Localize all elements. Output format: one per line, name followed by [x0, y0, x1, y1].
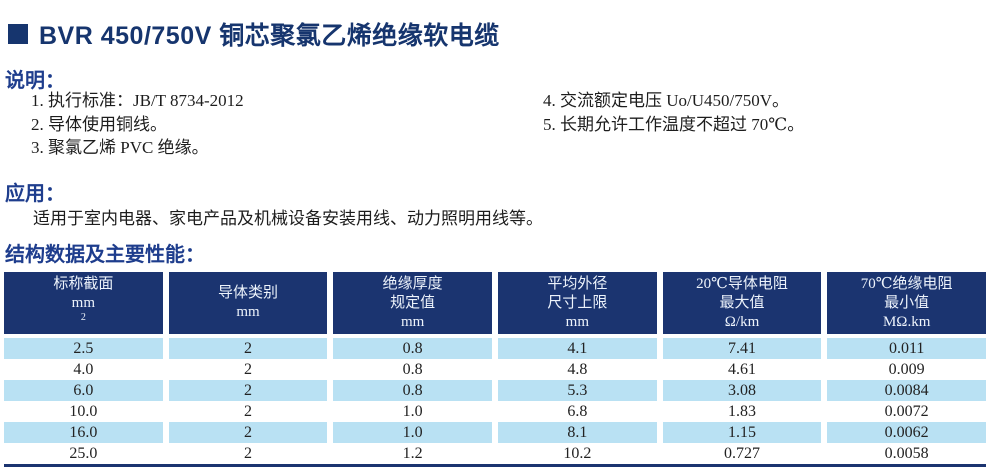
table-section-heading: 结构数据及主要性能： [5, 244, 205, 266]
note-item: 1. 执行标准：JB/T 8734-2012 [31, 91, 244, 110]
column-header-line: 尺寸上限 [547, 294, 608, 311]
table-cell: 0.8 [333, 359, 492, 380]
table-body: 2.5 2 0.8 4.1 7.41 0.011 4.0 2 0.8 4.8 4… [4, 338, 986, 464]
table-cell: 0.0062 [827, 422, 986, 443]
column-header-insulation-resistance-70c: 70℃绝缘电阻 最小值 MΩ.km [827, 272, 986, 334]
table-cell: 1.83 [662, 401, 822, 422]
column-header-line: 最小值 [884, 294, 930, 311]
table-cell: 0.727 [662, 443, 822, 464]
table-cell: 4.8 [498, 359, 657, 380]
table-cell: 6.8 [498, 401, 657, 422]
note-item: 4. 交流额定电压 Uo/U450/750V。 [543, 91, 790, 110]
column-header-line: 70℃绝缘电阻 [860, 275, 953, 292]
unit-label: mm [236, 304, 260, 320]
notes-list-right: 4. 交流额定电压 Uo/U450/750V。 5. 长期允许工作温度不超过 7… [543, 89, 804, 136]
page-title-row: BVR 450/750V 铜芯聚氯乙烯绝缘软电缆 [8, 16, 500, 52]
column-header-line: 平均外径 [547, 275, 608, 292]
table-cell: 1.2 [333, 443, 492, 464]
table-cell: 10.0 [4, 401, 163, 422]
table-cell: 2 [168, 401, 328, 422]
application-body-text: 适用于室内电器、家电产品及机械设备安装用线、动力照明用线等。 [33, 209, 543, 228]
table-cell: 10.2 [498, 443, 657, 464]
notes-section-heading: 说明： [5, 70, 65, 92]
table-row: 6.0 2 0.8 5.3 3.08 0.0084 [4, 380, 986, 401]
table-cell: 2 [168, 380, 328, 401]
table-cell: 16.0 [4, 422, 163, 443]
unit-label: MΩ.km [882, 313, 931, 330]
table-cell: 0.011 [827, 338, 986, 359]
table-cell: 0.0058 [827, 443, 986, 464]
unit-label: mm [71, 294, 95, 311]
table-cell: 0.0072 [827, 401, 986, 422]
table-cell: 4.1 [498, 338, 657, 359]
column-header-line: 标称截面 [53, 275, 114, 292]
table-cell: 1.15 [662, 422, 822, 443]
table-cell: 7.41 [662, 338, 822, 359]
table-cell: 2.5 [4, 338, 163, 359]
table-row: 25.0 2 1.2 10.2 0.727 0.0058 [4, 443, 986, 464]
unit-label: mm [565, 313, 589, 330]
unit-label: mm [400, 313, 425, 330]
page-title: BVR 450/750V 铜芯聚氯乙烯绝缘软电缆 [39, 22, 500, 50]
table-cell: 0.009 [827, 359, 986, 380]
note-item: 5. 长期允许工作温度不超过 70℃。 [543, 114, 805, 134]
table-row: 10.0 2 1.0 6.8 1.83 0.0072 [4, 401, 986, 422]
column-header-line: 规定值 [390, 294, 436, 311]
notes-list-left: 1. 执行标准：JB/T 8734-2012 2. 导体使用铜线。 3. 聚氯乙… [31, 89, 244, 160]
unit-label: Ω/km [724, 313, 760, 330]
table-cell: 2 [168, 443, 328, 464]
column-header-line: 导体类别 [217, 285, 278, 301]
table-bottom-rule [4, 464, 986, 467]
table-row: 4.0 2 0.8 4.8 4.61 0.009 [4, 359, 986, 380]
column-header-line: 最大值 [719, 294, 765, 311]
table-cell: 4.61 [662, 359, 822, 380]
table-cell: 25.0 [4, 443, 163, 464]
title-bullet-square-icon [8, 24, 28, 44]
column-header-conductor-resistance-20c: 20℃导体电阻 最大值 Ω/km [662, 272, 822, 334]
column-header-mean-outer-diameter: 平均外径 尺寸上限 mm [498, 272, 657, 334]
table-cell: 0.0084 [827, 380, 986, 401]
column-header-line: 绝缘厚度 [382, 275, 443, 292]
column-header-line: mm 2 [72, 294, 95, 332]
table-row: 2.5 2 0.8 4.1 7.41 0.011 [4, 338, 986, 359]
note-item: 3. 聚氯乙烯 PVC 绝缘。 [31, 138, 209, 157]
note-item: 2. 导体使用铜线。 [31, 114, 167, 134]
spec-table: 标称截面 mm 2 导体类别 mm 绝缘厚度 规定值 mm 平均外径 尺寸上限 m… [4, 272, 986, 467]
table-cell: 1.0 [333, 422, 492, 443]
column-header-conductor-class: 导体类别 mm [168, 272, 328, 334]
table-cell: 8.1 [498, 422, 657, 443]
table-cell: 6.0 [4, 380, 163, 401]
table-cell: 3.08 [662, 380, 822, 401]
table-cell: 0.8 [333, 338, 492, 359]
column-header-line: 20℃导体电阻 [696, 275, 788, 292]
table-cell: 5.3 [498, 380, 657, 401]
table-cell: 2 [168, 338, 328, 359]
table-header-row: 标称截面 mm 2 导体类别 mm 绝缘厚度 规定值 mm 平均外径 尺寸上限 m… [4, 272, 986, 334]
table-cell: 0.8 [333, 380, 492, 401]
table-cell: 1.0 [333, 401, 492, 422]
table-cell: 2 [168, 359, 328, 380]
table-row: 16.0 2 1.0 8.1 1.15 0.0062 [4, 422, 986, 443]
table-cell: 2 [168, 422, 328, 443]
application-section-heading: 应用： [5, 183, 65, 205]
column-header-insulation-thickness: 绝缘厚度 规定值 mm [333, 272, 492, 334]
column-header-nominal-section: 标称截面 mm 2 [4, 272, 163, 334]
table-cell: 4.0 [4, 359, 163, 380]
unit-superscript: 2 [80, 311, 86, 323]
